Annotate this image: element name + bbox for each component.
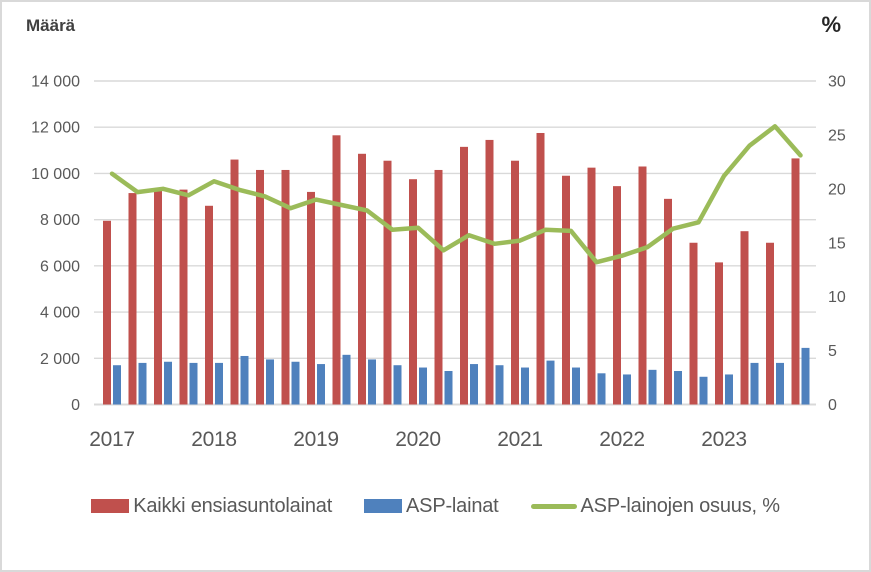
y-left-tick-label: 10 000 xyxy=(31,166,80,183)
bar-kaikki-ensiasuntolainat-2021Q1 xyxy=(511,160,519,405)
bar-asp-lainat-2018Q3 xyxy=(266,359,274,405)
legend-bar-swatch xyxy=(364,499,403,513)
bar-asp-lainat-2019Q3 xyxy=(368,359,376,405)
bar-kaikki-ensiasuntolainat-2020Q3 xyxy=(460,146,468,405)
bar-kaikki-ensiasuntolainat-2018Q4 xyxy=(281,169,290,405)
legend-label: Kaikki ensiasuntolainat xyxy=(133,494,333,517)
bar-kaikki-ensiasuntolainat-2023Q3 xyxy=(766,242,774,405)
y-left-tick-label: 14 000 xyxy=(31,74,80,91)
asp-share-line xyxy=(109,124,803,265)
y-right-tick-label: 20 xyxy=(828,181,846,198)
bar-kaikki-ensiasuntolainat-2020Q4 xyxy=(485,139,494,405)
y-left-tick-label: 0 xyxy=(71,397,80,414)
bar-asp-lainat-2021Q4 xyxy=(597,373,606,405)
bar-asp-lainat-2018Q4 xyxy=(291,361,300,405)
x-axis-year-label: 2020 xyxy=(395,428,441,451)
y-right-tick-label: 0 xyxy=(828,397,837,414)
bar-asp-lainat-2019Q2 xyxy=(342,354,351,405)
legend-label: ASP-lainat xyxy=(406,494,499,517)
bar-kaikki-ensiasuntolainat-2020Q1 xyxy=(409,179,417,405)
bar-asp-lainat-2023Q1 xyxy=(725,374,733,405)
bar-asp-lainat-2020Q2 xyxy=(444,370,453,405)
x-axis-year-label: 2022 xyxy=(599,428,645,451)
bar-kaikki-ensiasuntolainat-2019Q4 xyxy=(383,160,392,405)
bar-kaikki-ensiasuntolainat-2019Q1 xyxy=(307,191,315,405)
y-left-tick-label: 12 000 xyxy=(31,120,80,137)
bar-kaikki-ensiasuntolainat-2022Q3 xyxy=(664,198,672,405)
bar-kaikki-ensiasuntolainat-2018Q2 xyxy=(230,159,239,405)
bar-asp-lainat-2021Q3 xyxy=(572,367,580,405)
legend-bar-swatch xyxy=(91,499,130,513)
bar-kaikki-ensiasuntolainat-2018Q3 xyxy=(256,169,264,405)
legend-label: ASP-lainojen osuus, % xyxy=(580,494,780,517)
chart-legend: Kaikki ensiasuntolainat ASP-lainat ASP-lai… xyxy=(2,490,869,522)
legend-item: ASP-lainat xyxy=(364,495,499,518)
bar-asp-lainat-2021Q1 xyxy=(521,367,529,405)
y-left-tick-label: 8 000 xyxy=(40,212,80,229)
y-right-tick-label: 5 xyxy=(828,343,837,360)
bar-kaikki-ensiasuntolainat-2023Q4 xyxy=(791,158,800,405)
bar-kaikki-ensiasuntolainat-2017Q1 xyxy=(103,220,111,405)
bar-kaikki-ensiasuntolainat-2019Q2 xyxy=(332,135,341,405)
bar-kaikki-ensiasuntolainat-2021Q3 xyxy=(562,175,570,405)
bar-asp-lainat-2017Q3 xyxy=(164,361,172,405)
bar-asp-lainat-2018Q1 xyxy=(215,362,223,405)
legend-item: Kaikki ensiasuntolainat xyxy=(91,495,332,518)
y-left-tick-label: 4 000 xyxy=(40,305,80,322)
y-left-tick-label: 6 000 xyxy=(40,258,80,275)
bar-asp-lainat-2019Q1 xyxy=(317,364,325,405)
bar-asp-lainat-2017Q2 xyxy=(138,362,147,405)
bar-asp-lainat-2017Q1 xyxy=(113,365,121,405)
bar-asp-lainat-2023Q4 xyxy=(801,347,810,405)
bar-kaikki-ensiasuntolainat-2023Q1 xyxy=(715,262,723,405)
bar-kaikki-ensiasuntolainat-2022Q2 xyxy=(638,166,647,405)
legend-line-swatch xyxy=(530,503,577,509)
bar-asp-lainat-2022Q2 xyxy=(648,369,657,405)
bar-kaikki-ensiasuntolainat-2021Q4 xyxy=(587,167,596,405)
bar-kaikki-ensiasuntolainat-2017Q2 xyxy=(128,193,137,405)
x-axis-year-label: 2018 xyxy=(191,428,237,451)
bar-asp-lainat-2019Q4 xyxy=(393,365,402,405)
bar-kaikki-ensiasuntolainat-2018Q1 xyxy=(205,205,213,405)
bar-kaikki-ensiasuntolainat-2019Q3 xyxy=(358,153,366,405)
x-axis-year-label: 2017 xyxy=(89,428,135,451)
x-axis-year-label: 2021 xyxy=(497,428,543,451)
y-left-tick-label: 2 000 xyxy=(40,351,80,368)
bar-asp-lainat-2017Q4 xyxy=(189,362,198,405)
bar-kaikki-ensiasuntolainat-2017Q4 xyxy=(179,189,188,405)
bar-kaikki-ensiasuntolainat-2021Q2 xyxy=(536,132,545,405)
y-right-tick-label: 30 xyxy=(828,74,846,91)
y-right-tick-label: 15 xyxy=(828,235,846,252)
bar-kaikki-ensiasuntolainat-2017Q3 xyxy=(154,190,162,405)
bar-asp-lainat-2018Q2 xyxy=(240,355,249,405)
x-axis-year-label: 2023 xyxy=(701,428,747,451)
bar-kaikki-ensiasuntolainat-2023Q2 xyxy=(740,231,749,405)
bar-asp-lainat-2023Q3 xyxy=(776,362,784,405)
bar-asp-lainat-2022Q1 xyxy=(623,374,631,405)
bar-asp-lainat-2021Q2 xyxy=(546,360,555,405)
left-axis-title: Määrä xyxy=(26,16,76,35)
bar-kaikki-ensiasuntolainat-2020Q2 xyxy=(434,169,443,405)
bar-asp-lainat-2022Q4 xyxy=(699,376,708,405)
legend-item: ASP-lainojen osuus, % xyxy=(530,494,780,518)
right-axis-title: % xyxy=(821,12,841,37)
y-right-tick-label: 25 xyxy=(828,127,846,144)
x-axis-year-label: 2019 xyxy=(293,428,339,451)
bar-asp-lainat-2020Q1 xyxy=(419,367,427,405)
bar-asp-lainat-2022Q3 xyxy=(674,370,682,405)
bar-asp-lainat-2023Q2 xyxy=(750,362,759,405)
bar-asp-lainat-2020Q4 xyxy=(495,365,504,405)
bar-asp-lainat-2020Q3 xyxy=(470,364,478,405)
y-right-tick-label: 10 xyxy=(828,289,846,306)
bar-kaikki-ensiasuntolainat-2022Q1 xyxy=(613,186,621,405)
bar-kaikki-ensiasuntolainat-2022Q4 xyxy=(689,242,698,405)
